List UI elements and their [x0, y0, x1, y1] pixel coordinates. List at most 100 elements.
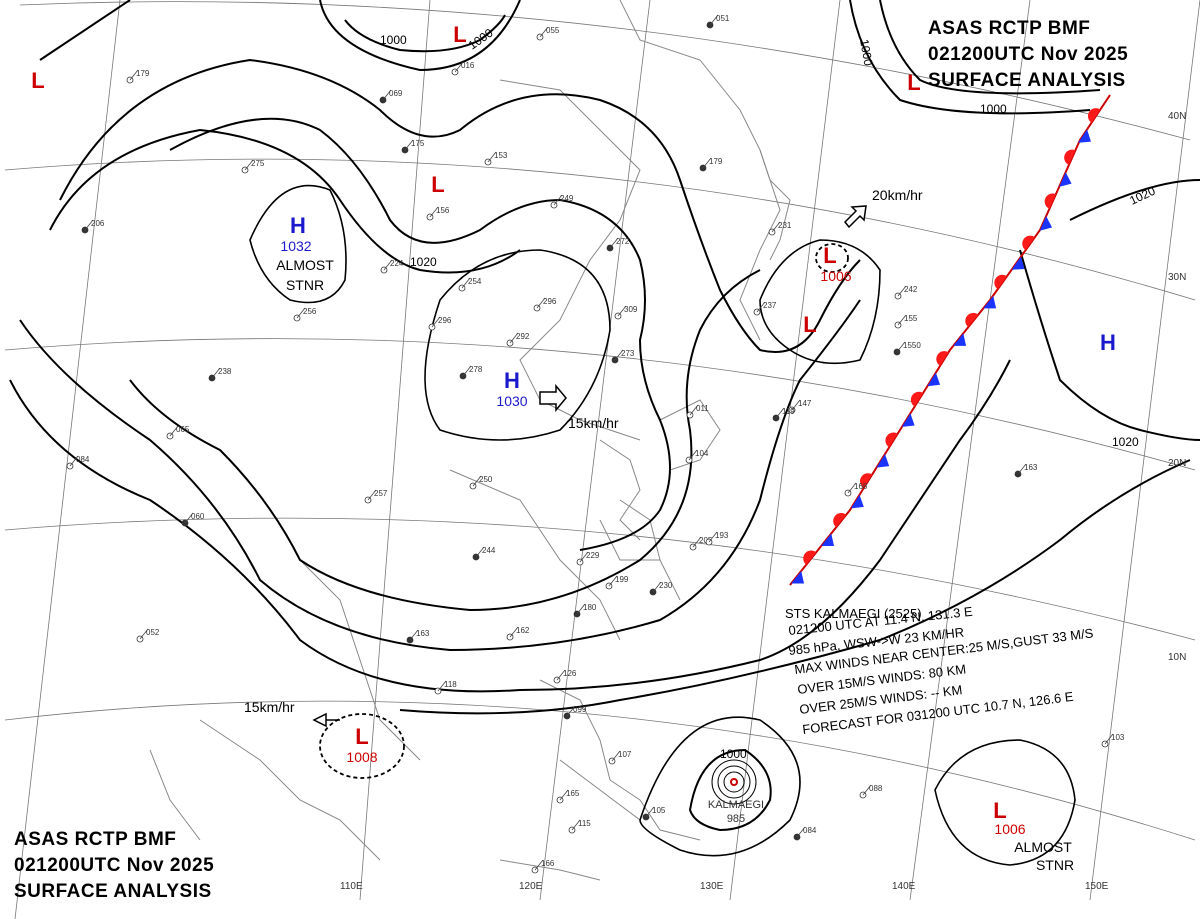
- wind-barb: [708, 531, 718, 543]
- header-line: 021200UTC Nov 2025: [928, 44, 1128, 65]
- warm-front-semicircle: [994, 274, 1007, 290]
- wind-barb: [897, 314, 907, 326]
- wind-barb: [462, 365, 472, 377]
- low-motion-label: 20km/hr: [872, 187, 923, 203]
- station-pressure: 275: [251, 159, 265, 168]
- station-pressure: 099: [573, 705, 587, 714]
- typhoon-rings: [711, 759, 757, 805]
- high-motion-label: 15km/hr: [568, 415, 619, 431]
- wind-barb: [611, 750, 621, 762]
- wind-barb: [431, 316, 441, 328]
- wind-barb: [645, 806, 655, 818]
- lat-label: 30N: [1168, 272, 1186, 283]
- low-pressure-symbol: L: [31, 68, 44, 93]
- station-pressure: 254: [468, 277, 482, 286]
- station-pressure: 060: [191, 512, 205, 521]
- isobar-label: 1020: [410, 255, 437, 269]
- low-pressure-value: 1006: [994, 821, 1025, 837]
- wind-barb: [617, 305, 627, 317]
- station-pressure: 104: [695, 449, 709, 458]
- station-pressure: 115: [578, 819, 591, 828]
- station-pressure: 088: [869, 784, 883, 793]
- warm-front-semicircle: [860, 473, 873, 488]
- station-pressure: 084: [76, 455, 90, 464]
- station-pressure: 163: [416, 629, 430, 638]
- station-pressure: 166: [541, 859, 555, 868]
- warm-front-semicircle: [1064, 149, 1076, 165]
- warm-front-semicircle: [1088, 108, 1101, 123]
- wind-barb: [69, 455, 79, 467]
- station-pressure: 249: [560, 194, 574, 203]
- station-pressure: 230: [659, 581, 673, 590]
- station-pressure: 224: [390, 259, 404, 268]
- cold-front-triangle: [1059, 172, 1072, 187]
- wind-barb: [862, 784, 872, 796]
- wind-barb: [454, 61, 464, 73]
- cold-front-triangle: [953, 333, 967, 346]
- station-pressure: 162: [516, 626, 530, 635]
- station-pressure: 179: [136, 69, 150, 78]
- pressure-centers: H 1032 ALMOST STNR H 1030 15km/hr H L 10…: [31, 22, 1116, 873]
- wind-barb: [553, 194, 563, 206]
- station-pressure: 175: [411, 139, 425, 148]
- cold-front-triangle: [901, 413, 915, 427]
- station-pressure: 206: [91, 219, 105, 228]
- station-pressure: 257: [374, 489, 388, 498]
- wind-barb: [409, 629, 419, 641]
- low-note-line1: ALMOST: [1014, 839, 1072, 855]
- cold-front-triangle: [791, 570, 805, 584]
- station-pressure: 179: [709, 157, 723, 166]
- station-pressure: 165: [566, 789, 580, 798]
- wind-barb: [559, 789, 569, 801]
- wind-barb: [383, 259, 393, 271]
- wind-barb: [775, 407, 785, 419]
- wind-barb: [897, 285, 907, 297]
- isobar-label: 1020: [1112, 435, 1139, 449]
- high-pressure-symbol: H: [290, 213, 306, 238]
- warm-front-semicircle: [1044, 193, 1056, 209]
- header-top: ASAS RCTP BMF 021200UTC Nov 2025 SURFACE…: [928, 18, 1128, 91]
- cold-front-triangle: [1011, 256, 1025, 270]
- station-pressure: 238: [218, 367, 232, 376]
- wind-barb: [847, 482, 857, 494]
- station-pressure: 011: [696, 404, 709, 413]
- wind-barb: [1017, 463, 1027, 475]
- station-plots: 175 153 249 179 296 292 278 254 256 238 065 084 060 0…: [66, 14, 1125, 874]
- station-pressure: 016: [461, 61, 475, 70]
- low-pressure-symbol: L: [453, 22, 466, 47]
- station-pressure: 256: [303, 307, 317, 316]
- cold-front-triangle: [1078, 129, 1091, 143]
- lat-label: 10N: [1168, 652, 1186, 663]
- low-pressure-symbol: L: [355, 724, 368, 749]
- station-pressure: 118: [444, 680, 457, 689]
- header-line: SURFACE ANALYSIS: [14, 881, 212, 902]
- lat-label: 20N: [1168, 458, 1186, 469]
- low-pressure-symbol: L: [431, 172, 444, 197]
- cold-front-triangle: [821, 533, 835, 546]
- wind-barb: [756, 301, 766, 313]
- wind-barb: [702, 157, 712, 169]
- typhoon-pressure: 985: [727, 813, 745, 825]
- low-motion-label: 15km/hr: [244, 699, 295, 715]
- header-line: ASAS RCTP BMF: [928, 18, 1090, 39]
- isobar-label: 1000: [380, 33, 407, 47]
- station-pressure: 180: [583, 603, 597, 612]
- wind-barb: [579, 551, 589, 563]
- stationary-front: [789, 94, 1111, 586]
- wind-barb: [709, 14, 719, 26]
- header-bottom: ASAS RCTP BMF 021200UTC Nov 2025 SURFACE…: [14, 829, 214, 902]
- station-pressure: 155: [904, 314, 918, 323]
- low-pressure-symbol: L: [907, 70, 920, 95]
- low-pressure-value: 1006: [820, 268, 851, 284]
- station-pressure: 168: [854, 482, 868, 491]
- lat-label: 40N: [1168, 111, 1186, 122]
- wind-barb: [429, 206, 439, 218]
- isobar-label: 1000: [980, 102, 1007, 116]
- wind-barb: [688, 449, 698, 461]
- motion-arrows: [312, 205, 867, 728]
- station-pressure: 084: [803, 826, 817, 835]
- graticule-labels: 40N 30N 20N 10N 110E 120E 130E 140E 150E: [340, 111, 1186, 892]
- warm-front-semicircle: [965, 312, 979, 328]
- wind-barb: [509, 626, 519, 638]
- lon-label: 120E: [519, 881, 543, 892]
